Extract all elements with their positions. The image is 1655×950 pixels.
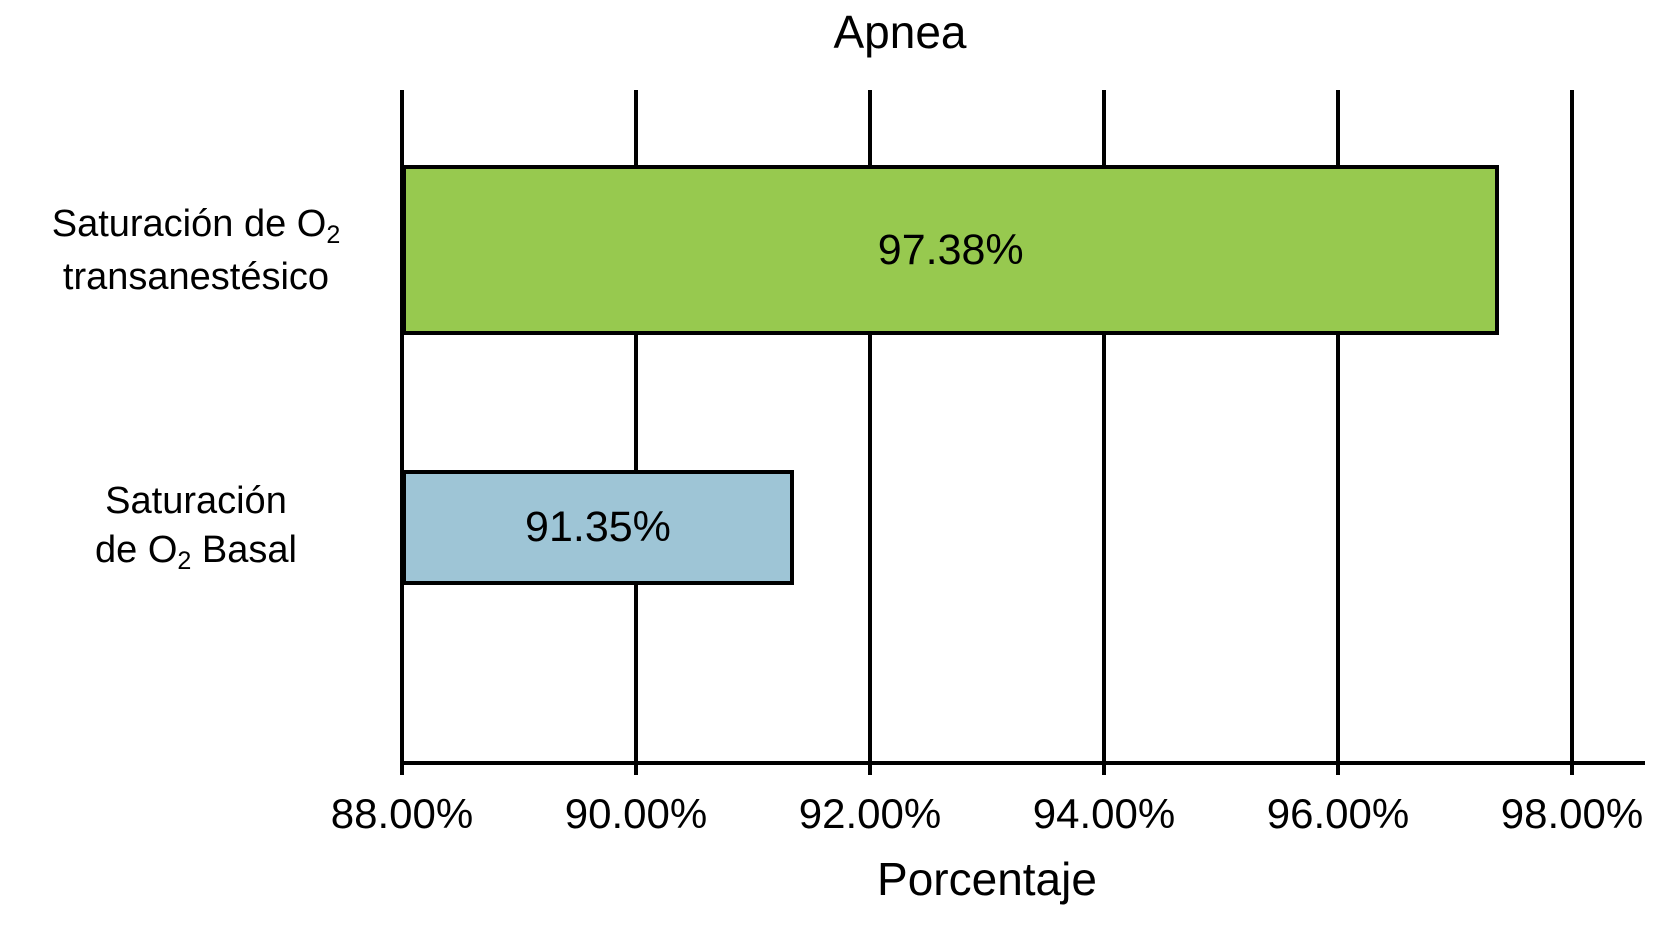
x-tick-label: 96.00% <box>1266 790 1410 837</box>
x-axis-title: Porcentaje <box>877 853 1097 905</box>
chart-title: Apnea <box>833 6 967 58</box>
category-label-line: Saturación de O2 <box>51 203 341 250</box>
category-label-line: transanestésico <box>62 256 330 298</box>
gridline <box>1102 90 1106 775</box>
x-axis-line <box>402 761 1645 765</box>
x-tick-label: 90.00% <box>564 790 708 837</box>
category-label-line: Saturación <box>105 480 287 522</box>
bar-value-label: 97.38% <box>877 225 1024 274</box>
gridline <box>634 90 638 775</box>
bar: 97.38% <box>402 165 1500 335</box>
bar: 91.35% <box>402 470 794 585</box>
x-tick-label: 88.00% <box>330 790 474 837</box>
category-label: Saturación de O2 transanestésico <box>0 200 392 302</box>
bar-value-label: 91.35% <box>525 503 671 551</box>
gridline <box>1336 90 1340 775</box>
plot-area: 88.00% 90.00% 92.00% 94.00% 96.00% 98.00% 97.3… <box>331 90 1643 837</box>
category-label-line: de O2 Basal <box>95 529 297 576</box>
x-tick-label: 98.00% <box>1500 790 1644 837</box>
category-label: Saturación de O2 Basal <box>0 477 392 579</box>
gridline <box>400 90 404 775</box>
gridline <box>1570 90 1574 775</box>
gridline <box>868 90 872 775</box>
x-tick-label: 92.00% <box>798 790 942 837</box>
x-tick-label: 94.00% <box>1032 790 1176 837</box>
